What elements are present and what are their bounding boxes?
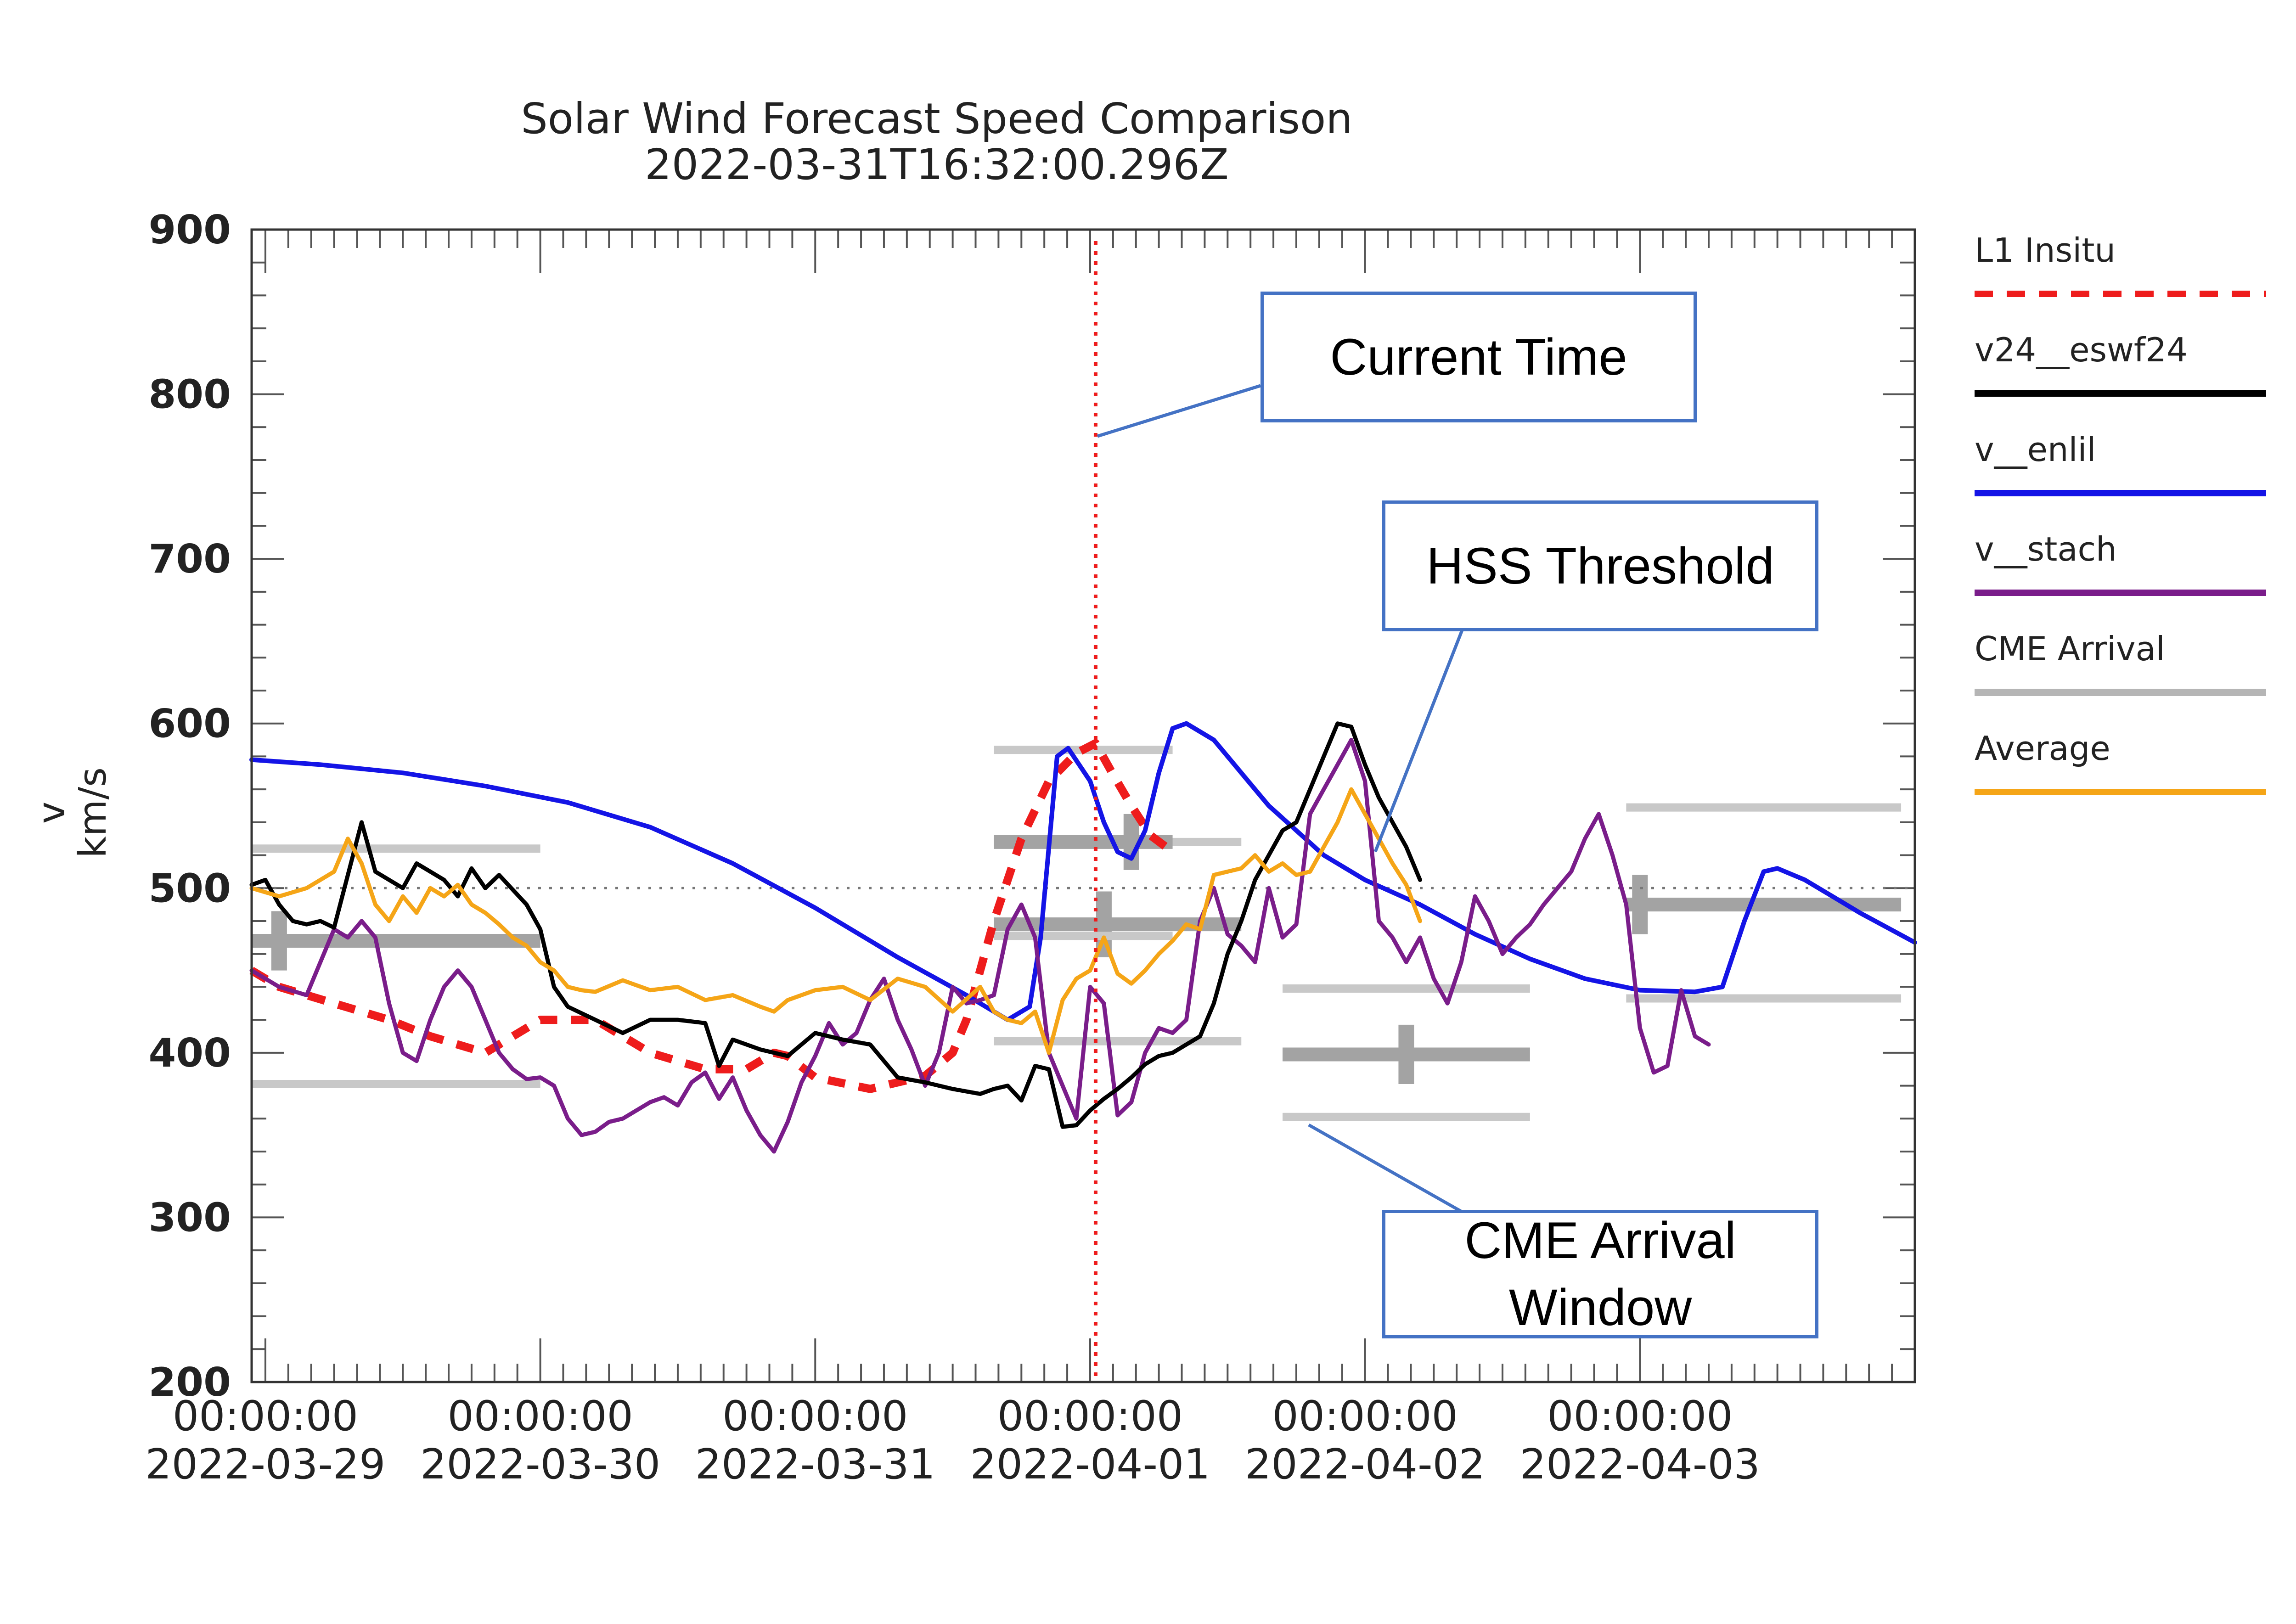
- y-tick-label: 800: [148, 372, 231, 418]
- current-time-callout: Current Time: [1261, 292, 1697, 422]
- hss-threshold-pointer: [1373, 628, 1464, 853]
- x-tick-label-time: 00:00:00: [1272, 1392, 1458, 1440]
- x-tick-label-time: 00:00:00: [173, 1392, 358, 1440]
- legend-label: Average: [1975, 729, 2110, 768]
- axis-ticks: [252, 229, 1916, 1383]
- series-average: [249, 787, 1422, 1055]
- hss-threshold-callout: HSS Threshold: [1382, 500, 1818, 631]
- x-tick-label-date: 2022-03-29: [145, 1440, 385, 1489]
- x-tick-label-date: 2022-04-01: [970, 1440, 1210, 1489]
- cme-arrival-windows: [252, 746, 1902, 1121]
- series-v-stach: [249, 738, 1711, 1154]
- cme-window-pointer: [1308, 1123, 1463, 1214]
- x-tick-label-time: 00:00:00: [448, 1392, 633, 1440]
- y-axis-label-bottom: km/s: [71, 767, 115, 858]
- y-tick-label: 600: [148, 701, 231, 747]
- x-tick-label-date: 2022-03-31: [695, 1440, 935, 1489]
- y-axis-label-top: v: [30, 802, 73, 824]
- cme-arrival-window-callout: CME Arrival Window: [1382, 1210, 1818, 1338]
- x-tick-label-time: 00:00:00: [997, 1392, 1183, 1440]
- legend-label: v__stach: [1975, 530, 2117, 568]
- legend-label: L1 Insitu: [1975, 231, 2116, 270]
- chart-subtitle: 2022-03-31T16:32:00.296Z: [645, 140, 1229, 189]
- y-tick-label: 700: [148, 536, 231, 582]
- x-tick-label-date: 2022-04-02: [1245, 1440, 1485, 1489]
- chart-title: Solar Wind Forecast Speed Comparison: [521, 94, 1352, 143]
- legend-label: CME Arrival: [1975, 629, 2165, 668]
- y-tick-label: 500: [148, 865, 231, 911]
- x-tick-labels: 00:00:002022-03-2900:00:002022-03-3000:0…: [145, 1392, 1760, 1489]
- x-tick-label-time: 00:00:00: [1547, 1392, 1733, 1440]
- series-v24-eswf24: [249, 721, 1422, 1129]
- y-tick-label: 200: [148, 1360, 231, 1405]
- x-tick-label-date: 2022-04-03: [1520, 1440, 1760, 1489]
- current-time-pointer: [1097, 384, 1261, 438]
- legend: L1 Insitu v24__eswf24 v__enlil v__stach CME …: [1975, 231, 2266, 795]
- legend-label: v__enlil: [1975, 430, 2096, 469]
- series-lines: [249, 721, 1917, 1154]
- legend-label: v24__eswf24: [1975, 331, 2188, 369]
- y-tick-labels: 900 800 700 600 500 400 300 200: [148, 207, 231, 1405]
- plot-frame: [250, 228, 1916, 1383]
- series-v-enlil: [249, 721, 1917, 1023]
- y-tick-label: 400: [148, 1030, 231, 1076]
- series-l1-insitu: [249, 739, 1175, 1093]
- x-tick-label-date: 2022-03-30: [420, 1440, 660, 1489]
- y-tick-label: 900: [148, 207, 231, 253]
- x-tick-label-time: 00:00:00: [722, 1392, 908, 1440]
- y-tick-label: 300: [148, 1195, 231, 1241]
